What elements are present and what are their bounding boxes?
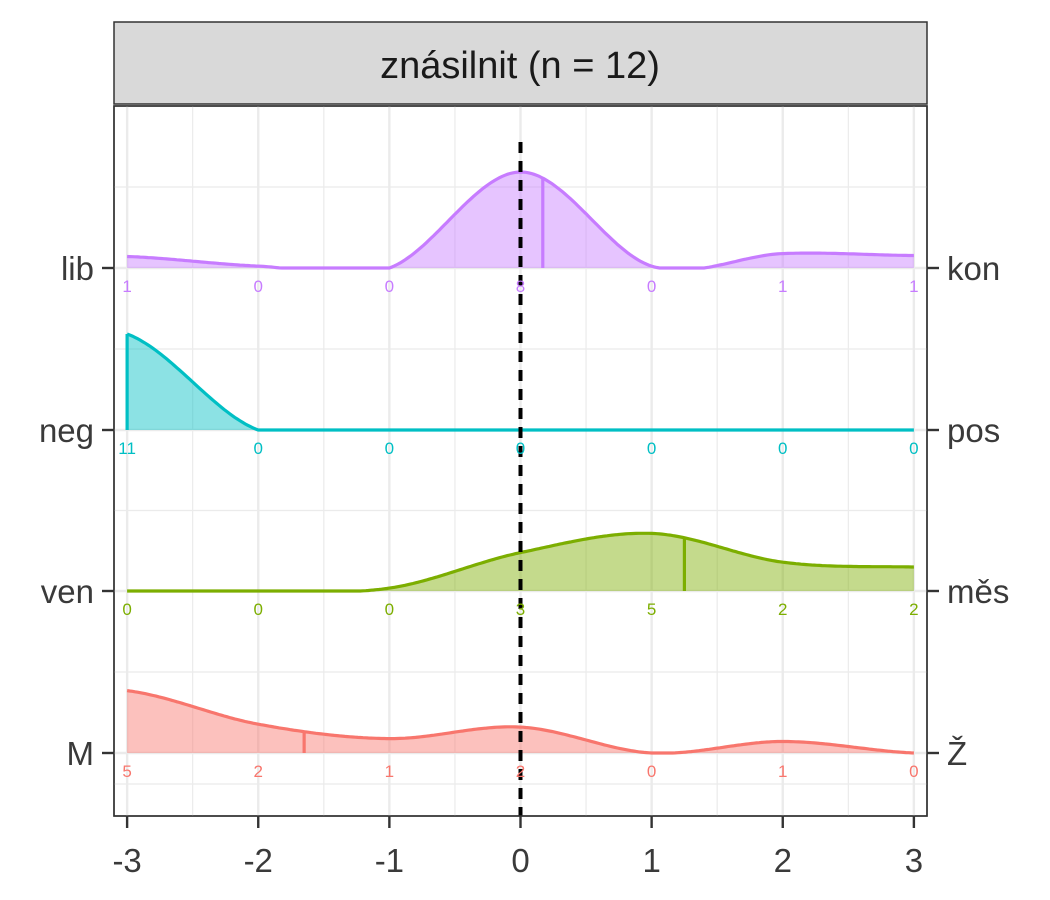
count-label: 0: [516, 439, 525, 458]
right-label: kon: [947, 250, 1000, 287]
left-label: lib: [61, 250, 94, 287]
left-axis: lib neg ven M: [39, 250, 114, 772]
right-label: měs: [947, 573, 1009, 610]
count-label: 1: [385, 762, 394, 781]
count-label: 0: [778, 439, 787, 458]
right-label: Ž: [947, 735, 967, 772]
left-label: neg: [39, 412, 94, 449]
facet-strip: [113, 21, 928, 105]
count-label: 1: [778, 277, 787, 296]
ridge-line: [126, 689, 914, 755]
count-label: 2: [778, 600, 787, 619]
count-label: 0: [385, 277, 394, 296]
count-label: 0: [254, 277, 263, 296]
count-label: 11: [118, 439, 136, 458]
count-label: 5: [122, 762, 131, 781]
count-label: 0: [909, 762, 918, 781]
left-label: ven: [41, 573, 94, 610]
count-label: 5: [647, 600, 656, 619]
x-tick-label: -3: [112, 842, 141, 879]
count-label: 0: [647, 439, 656, 458]
x-tick-label: -2: [244, 842, 273, 879]
count-label: 0: [122, 600, 131, 619]
count-label: 0: [254, 439, 263, 458]
left-label: M: [67, 735, 95, 772]
count-label: 8: [516, 277, 525, 296]
count-label: 0: [385, 600, 394, 619]
x-tick-label: 1: [642, 842, 660, 879]
count-label: 1: [122, 277, 131, 296]
ridge-M-Ž: [126, 689, 914, 755]
ridge-line: [127, 531, 914, 593]
x-axis: -3 -2 -1 0 1 2 3: [112, 816, 923, 879]
count-label: 0: [385, 439, 394, 458]
count-label: 2: [909, 600, 918, 619]
count-label: 0: [647, 762, 656, 781]
count-labels: 1 0 0 8 0 1 111 0 0 0 0 0 00 0 0 3 5 2 25 2 1 2 0 1 0: [118, 277, 918, 781]
x-tick-label: 2: [774, 842, 792, 879]
x-tick-label: -1: [375, 842, 404, 879]
count-label: 1: [909, 277, 918, 296]
count-label: 0: [647, 277, 656, 296]
x-tick-label: 0: [511, 842, 529, 879]
count-label: 2: [254, 762, 263, 781]
count-label: 3: [516, 600, 525, 619]
right-axis: kon pos měs Ž: [927, 250, 1009, 772]
count-label: 0: [909, 439, 918, 458]
ridge-area: [127, 690, 914, 753]
facet-title: znásilnit (n = 12): [380, 45, 660, 87]
right-label: pos: [947, 412, 1000, 449]
ridge-area: [127, 334, 914, 430]
count-label: 2: [516, 762, 525, 781]
count-label: 1: [778, 762, 787, 781]
count-label: 0: [254, 600, 263, 619]
x-tick-label: 3: [905, 842, 923, 879]
